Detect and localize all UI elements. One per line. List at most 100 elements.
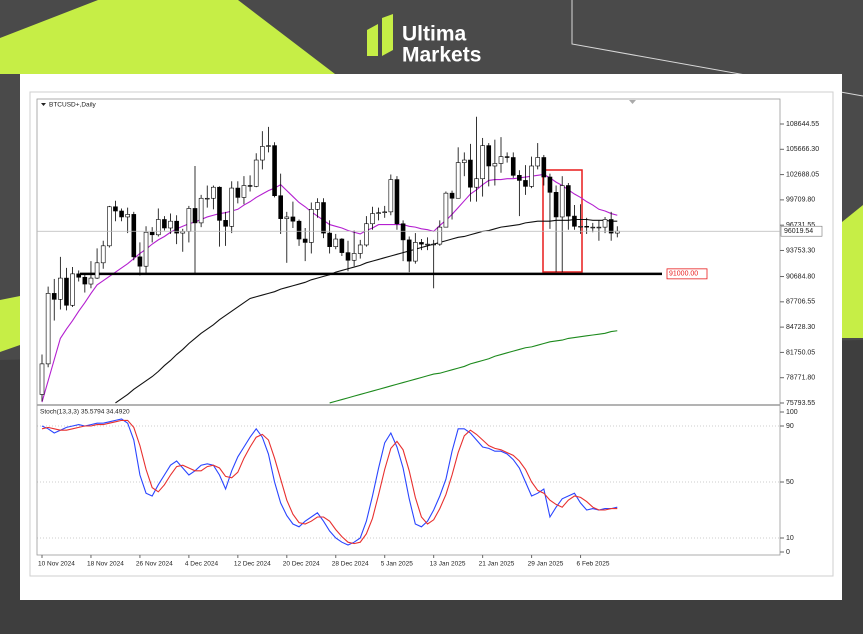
- y-tick-label: 75793.55: [786, 400, 815, 407]
- brand-name: Markets: [402, 44, 481, 67]
- indicator-line: [329, 330, 618, 404]
- candle-body: [504, 156, 510, 158]
- candle-body: [204, 197, 210, 200]
- y-tick-label: 102688.05: [786, 171, 819, 178]
- candle-body: [461, 159, 467, 163]
- y-tick-label: 90684.80: [786, 273, 815, 280]
- candle-body: [559, 185, 565, 218]
- x-tick-label: 26 Nov 2024: [136, 561, 173, 568]
- accent-band: [0, 0, 335, 74]
- candle-body: [198, 197, 204, 224]
- x-tick-label: 13 Jan 2025: [430, 561, 466, 568]
- candle-body: [321, 202, 326, 234]
- candle-body: [302, 238, 308, 243]
- accent-band: [0, 296, 20, 352]
- x-tick-label: 6 Feb 2025: [577, 561, 610, 568]
- candle-body: [449, 192, 455, 199]
- candle-body: [541, 157, 547, 178]
- candle-body: [455, 162, 461, 199]
- y-tick-label: 50: [786, 479, 794, 486]
- x-tick-label: 21 Jan 2025: [479, 561, 515, 568]
- candle-body: [474, 178, 479, 188]
- candle-body: [168, 220, 173, 229]
- candle-body: [339, 238, 345, 253]
- candle-body: [180, 231, 186, 234]
- candle-body: [382, 211, 388, 214]
- candle-body: [468, 159, 473, 188]
- candle-body: [608, 219, 614, 234]
- candle-body: [39, 363, 45, 395]
- candle-body: [388, 179, 394, 213]
- candle-body: [143, 231, 149, 267]
- y-tick-label: 81750.05: [786, 349, 815, 356]
- x-tick-label: 18 Nov 2024: [87, 561, 124, 568]
- candle-body: [315, 202, 320, 210]
- candle-body: [553, 192, 559, 218]
- menu-icon: [41, 103, 46, 106]
- candle-body: [413, 242, 418, 262]
- indicator-line: [41, 419, 618, 545]
- y-tick-label: 93753.30: [786, 247, 815, 254]
- candle-body: [578, 225, 583, 228]
- candle-body: [149, 231, 155, 236]
- candle-body: [119, 210, 124, 218]
- candle-body: [333, 238, 339, 247]
- accent-band: [842, 205, 863, 338]
- x-tick-label: 12 Dec 2024: [234, 561, 271, 568]
- candle-body: [113, 206, 118, 212]
- candle-body: [584, 225, 589, 228]
- candle-body: [247, 185, 253, 187]
- candle-body: [82, 276, 88, 285]
- x-tick-label: 5 Jan 2025: [381, 561, 414, 568]
- candle-body: [131, 214, 137, 258]
- candle-body: [223, 220, 228, 227]
- candle-body: [419, 242, 424, 245]
- candle-body: [357, 244, 363, 254]
- x-tick-label: 28 Dec 2024: [332, 561, 369, 568]
- candle-body: [260, 146, 265, 161]
- candle-body: [547, 176, 553, 193]
- candle-body: [76, 273, 82, 278]
- candle-body: [510, 157, 516, 176]
- candle-body: [364, 223, 369, 246]
- candle-body: [345, 252, 351, 261]
- candle-body: [443, 192, 449, 228]
- candle-body: [211, 186, 216, 199]
- y-tick-label: 10: [786, 535, 794, 542]
- candle-body: [351, 253, 357, 261]
- level-label: 91000.00: [669, 271, 698, 278]
- candle-body: [566, 185, 571, 217]
- chart-frame: [29, 91, 834, 577]
- candle-body: [486, 145, 492, 167]
- candle-body: [64, 277, 69, 306]
- candle-body: [296, 220, 302, 240]
- candle-body: [572, 215, 577, 227]
- candle-body: [308, 209, 314, 243]
- candle-body: [370, 213, 375, 225]
- candle-body: [492, 163, 498, 167]
- candle-body: [498, 156, 504, 164]
- candle-body: [284, 216, 290, 219]
- y-tick-label: 84728.30: [786, 324, 815, 331]
- y-tick-label: 78771.80: [786, 375, 815, 382]
- candle-body: [217, 186, 222, 221]
- candle-body: [529, 165, 534, 187]
- candle-body: [155, 219, 161, 236]
- candle-body: [253, 159, 259, 187]
- candle-body: [400, 223, 406, 241]
- logo-icon: [382, 14, 393, 56]
- y-tick-label: 105666.30: [786, 146, 819, 153]
- x-tick-label: 29 Jan 2025: [528, 561, 564, 568]
- x-tick-label: 20 Dec 2024: [283, 561, 320, 568]
- candle-body: [94, 262, 100, 279]
- level-label-box: [666, 268, 708, 280]
- candle-body: [425, 243, 430, 246]
- candle-body: [162, 219, 167, 229]
- candle-body: [376, 212, 381, 214]
- candle-body: [266, 145, 271, 147]
- x-tick-label: 4 Dec 2024: [185, 561, 219, 568]
- candle-body: [278, 195, 283, 219]
- candle-body: [596, 226, 602, 229]
- y-tick-label: 100: [786, 409, 798, 416]
